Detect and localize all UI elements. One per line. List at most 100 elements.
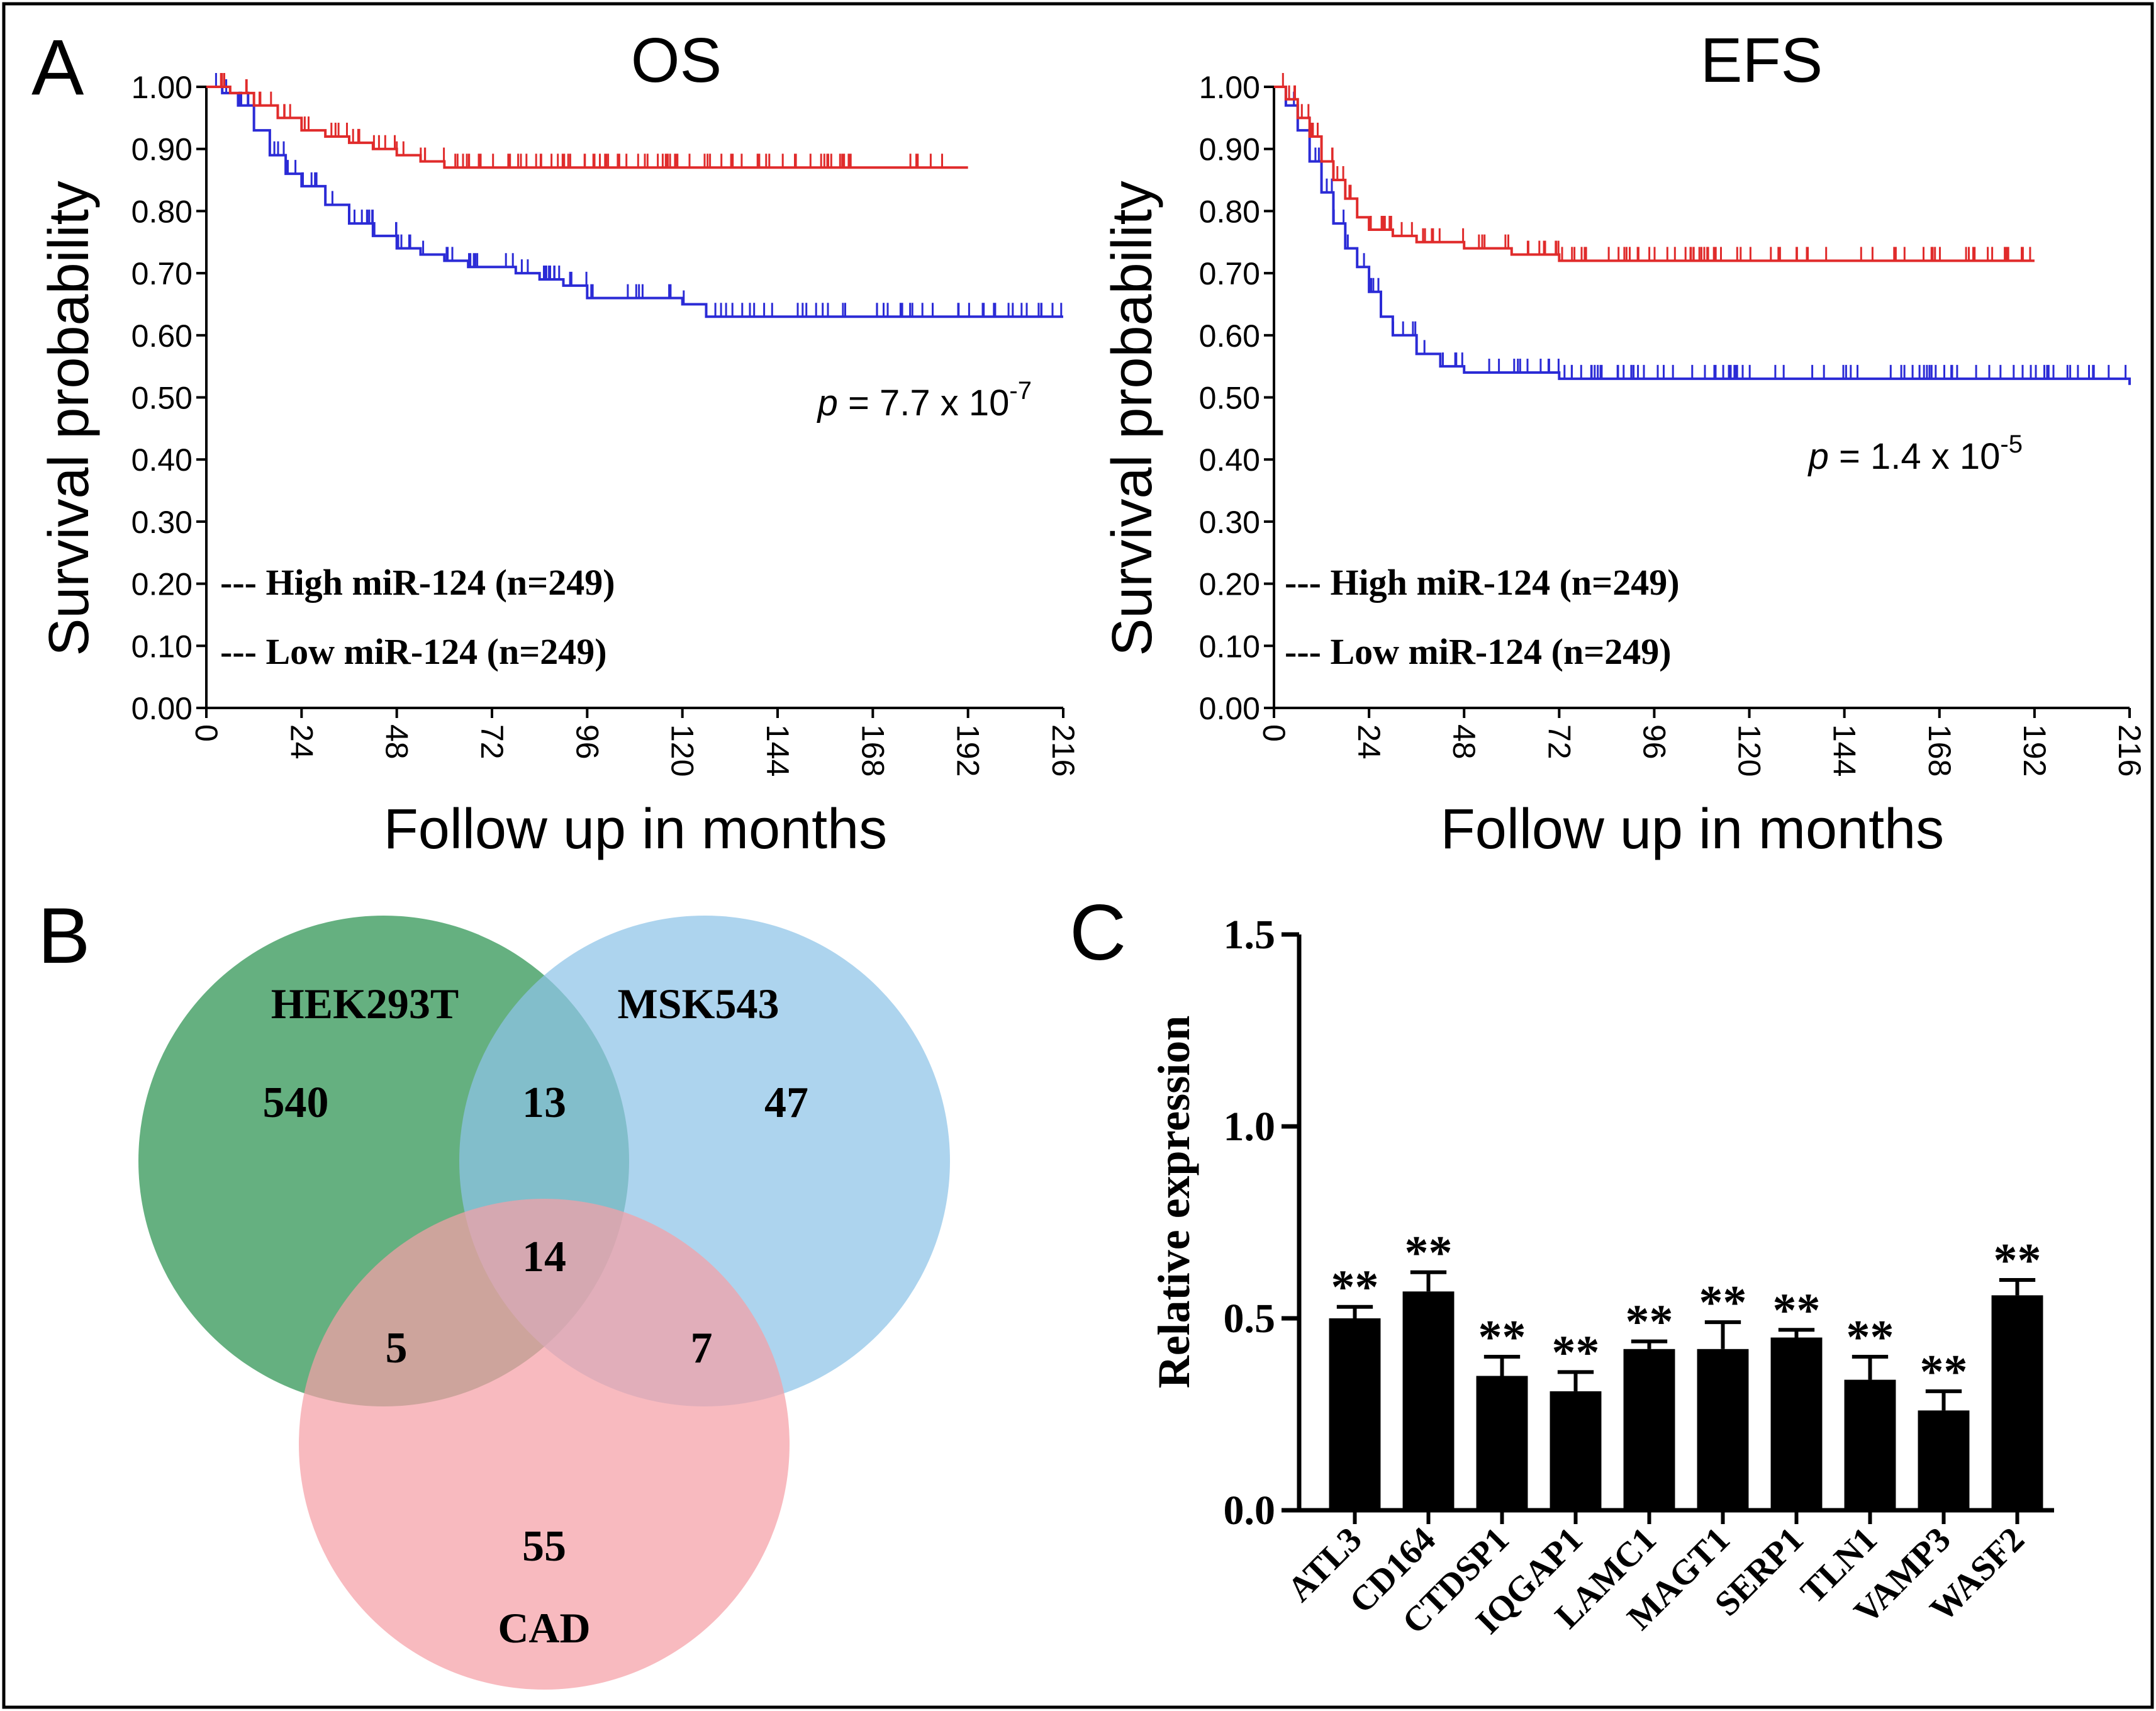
os-legend-high-dash: ---	[220, 562, 257, 603]
efs-x-tick-label: 216	[2112, 724, 2147, 777]
efs-legend: --- High miR-124 (n=249) --- Low miR-124…	[1285, 562, 1680, 672]
significance-tln1: **	[1846, 1311, 1894, 1364]
os-legend: --- High miR-124 (n=249) --- Low miR-124…	[220, 562, 615, 672]
os-x-tick-label: 96	[569, 724, 605, 760]
os-series-high-line	[206, 86, 1063, 318]
os-y-tick-label: 0.60	[131, 318, 193, 354]
os-y-axis-label: Survival probability	[38, 181, 101, 656]
os-y-tick-label: 0.80	[131, 194, 193, 229]
os-y-tick-label: 1.00	[131, 70, 193, 105]
os-x-tick-label: 192	[951, 724, 986, 777]
bar-serp1	[1770, 1337, 1823, 1510]
efs-p-text: = 1.4 x 10	[1829, 436, 2000, 477]
significance-cd164: **	[1405, 1226, 1453, 1279]
efs-y-tick-label: 0.60	[1199, 318, 1260, 354]
significance-serp1: **	[1773, 1284, 1821, 1337]
os-x-tick-label: 48	[379, 724, 415, 760]
os-y-tick-label: 0.40	[131, 442, 193, 478]
efs-x-axis-label: Follow up in months	[1441, 798, 1944, 861]
efs-x-tick-label: 24	[1351, 724, 1387, 760]
os-survival-chart: OS Survival probability Follow up in mon…	[38, 25, 1081, 861]
efs-y-tick-label: 0.30	[1199, 505, 1260, 540]
significance-ctdsp1: **	[1478, 1311, 1526, 1364]
bar-y-tick-label: 1.0	[1224, 1104, 1276, 1150]
venn-circle-cad	[299, 1199, 790, 1690]
bar-tln1	[1844, 1379, 1896, 1510]
os-y-tick-label: 0.50	[131, 381, 193, 416]
os-x-tick-label: 144	[760, 724, 795, 777]
venn-label-cad: CAD	[498, 1604, 590, 1652]
efs-x-tick-label: 144	[1827, 724, 1862, 777]
os-legend-low: --- Low miR-124 (n=249)	[220, 631, 607, 672]
efs-series-high-censor-marks	[1293, 91, 2127, 379]
os-y-tick-label: 0.30	[131, 505, 193, 540]
bar-cd164	[1402, 1291, 1455, 1510]
efs-x-tick-label: 192	[2017, 724, 2052, 777]
os-legend-high-label: High miR-124 (n=249)	[265, 562, 615, 603]
venn-count-hek293t-cad: 5	[386, 1324, 408, 1372]
os-y-tick-label: 0.00	[131, 691, 193, 726]
bar-y-tick-label: 1.5	[1224, 912, 1276, 958]
bar-wasf2	[1991, 1295, 2043, 1510]
os-x-tick-label: 24	[284, 724, 319, 760]
os-title: OS	[631, 25, 722, 96]
bar-y-tick-label: 0.0	[1224, 1488, 1276, 1534]
significance-iqgap1: **	[1552, 1326, 1600, 1379]
os-x-axis-label: Follow up in months	[384, 798, 887, 861]
efs-y-tick-label: 0.90	[1199, 132, 1260, 167]
efs-survival-chart: EFS Survival probability Follow up in mo…	[1101, 25, 2147, 861]
efs-p-value: p = 1.4 x 10-5	[1807, 430, 2023, 477]
os-y-tick-label: 0.10	[131, 629, 193, 664]
efs-y-axis-label: Survival probability	[1101, 181, 1164, 656]
efs-legend-high: --- High miR-124 (n=249)	[1285, 562, 1680, 603]
significance-magt1: **	[1699, 1276, 1747, 1329]
bar-lamc1	[1623, 1349, 1675, 1510]
efs-p-exponent: -5	[2000, 430, 2023, 458]
os-y-tick-label: 0.20	[131, 567, 193, 602]
efs-x-tick-label: 72	[1541, 724, 1577, 760]
venn-count-all-three: 14	[522, 1233, 566, 1281]
os-series-low-line	[206, 86, 968, 169]
venn-label-msk543: MSK543	[618, 980, 779, 1028]
os-p-text: = 7.7 x 10	[838, 383, 1009, 424]
efs-y-tick-label: 0.00	[1199, 691, 1260, 726]
venn-count-msk543-only: 47	[764, 1079, 808, 1127]
os-x-tick-label: 72	[474, 724, 510, 760]
efs-series-low-censor-marks	[1282, 73, 2031, 261]
venn-count-cad-only: 55	[522, 1522, 566, 1571]
os-series-low-censor-marks	[220, 73, 943, 168]
os-p-letter: p	[817, 383, 838, 424]
efs-legend-high-dash: ---	[1285, 562, 1321, 603]
efs-y-tick-label: 0.70	[1199, 256, 1260, 291]
os-p-value: p = 7.7 x 10-7	[817, 377, 1032, 424]
bar-magt1	[1697, 1349, 1749, 1510]
panel-b-label: B	[38, 892, 90, 980]
efs-legend-low-dash: ---	[1285, 631, 1321, 672]
bar-y-tick-label: 0.5	[1224, 1296, 1276, 1342]
efs-legend-low: --- Low miR-124 (n=249)	[1285, 631, 1672, 672]
os-p-exponent: -7	[1009, 377, 1032, 405]
os-x-tick-label: 216	[1046, 724, 1081, 777]
os-y-tick-label: 0.70	[131, 256, 193, 291]
os-series-high-censor-marks	[215, 73, 1063, 317]
os-x-tick-label: 0	[189, 724, 224, 742]
efs-y-tick-label: 0.80	[1199, 194, 1260, 229]
efs-y-tick-label: 1.00	[1199, 70, 1260, 105]
efs-title: EFS	[1701, 25, 1823, 96]
efs-y-tick-label: 0.50	[1199, 381, 1260, 416]
os-x-tick-label: 168	[855, 724, 890, 777]
efs-legend-low-label: Low miR-124 (n=249)	[1330, 631, 1671, 672]
efs-y-tick-label: 0.40	[1199, 442, 1260, 478]
significance-wasf2: **	[1994, 1234, 2041, 1287]
bar-vamp3	[1918, 1410, 1970, 1510]
bar-y-axis-label: Relative expression	[1149, 1016, 1199, 1389]
os-legend-low-label: Low miR-124 (n=249)	[265, 631, 606, 672]
bar-iqgap1	[1550, 1391, 1602, 1510]
efs-x-tick-label: 120	[1732, 724, 1767, 777]
panel-c-label: C	[1070, 889, 1126, 977]
efs-x-tick-label: 96	[1636, 724, 1672, 760]
significance-atl3: **	[1331, 1261, 1379, 1314]
significance-lamc1: **	[1626, 1296, 1673, 1349]
efs-x-tick-label: 168	[1922, 724, 1957, 777]
